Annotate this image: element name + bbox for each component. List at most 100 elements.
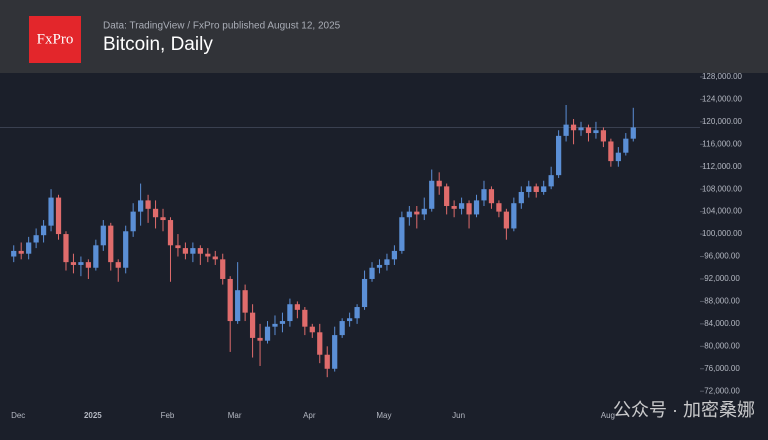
logo-box: [29, 16, 81, 63]
y-tick-label: 100,000.00: [702, 229, 743, 238]
candle-body: [130, 211, 136, 232]
candle-body: [585, 127, 592, 134]
candle-body: [615, 152, 621, 162]
y-tick-label: 108,000.00: [702, 184, 743, 193]
y-tick-label: 76,000.00: [704, 364, 740, 373]
candle-body: [93, 245, 99, 268]
y-tick-label: 128,000.00: [702, 72, 743, 81]
candle-body: [152, 208, 159, 218]
candle-body: [160, 217, 166, 221]
candle-body: [332, 335, 338, 369]
candle-body: [302, 309, 308, 327]
candle-body: [421, 208, 427, 215]
candle-body: [361, 278, 368, 308]
candle-body: [257, 337, 263, 341]
candle-body: [444, 186, 450, 207]
candle-body: [212, 256, 218, 260]
logo: FxPro: [37, 31, 74, 47]
candle-body: [78, 262, 84, 265]
candle-body: [436, 180, 442, 187]
x-tick-label: Dec: [11, 411, 25, 420]
candle-body: [11, 250, 17, 257]
candle-body: [391, 250, 398, 260]
candle-body: [279, 321, 286, 324]
candle-body: [324, 354, 330, 369]
candle-body: [533, 186, 539, 192]
candle-body: [354, 307, 360, 319]
y-tick-label: 112,000.00: [702, 162, 742, 171]
candle-body: [123, 231, 129, 268]
candle-body: [138, 200, 144, 212]
x-tick-label: Jun: [452, 411, 465, 420]
y-tick-label: 116,000.00: [702, 139, 742, 148]
candle-body: [406, 211, 412, 218]
candle-body: [63, 234, 69, 263]
y-tick-label: 124,000.00: [702, 94, 743, 103]
candle-body: [235, 290, 241, 322]
candle-body: [570, 124, 577, 131]
candle-body: [347, 318, 353, 322]
x-tick-label: Mar: [228, 411, 242, 420]
candle-body: [369, 267, 375, 279]
candle-body: [272, 323, 278, 327]
candle-body: [182, 248, 189, 254]
x-tick-label: 2025: [84, 411, 102, 420]
candle-body: [115, 262, 121, 268]
y-tick-label: 72,000.00: [704, 386, 740, 395]
x-tick-label: Aug: [601, 411, 615, 420]
candle-body: [608, 141, 614, 162]
candle-body: [593, 130, 599, 134]
candle-body: [481, 189, 487, 201]
y-tick-label: 104,000.00: [702, 207, 743, 216]
candle-body: [541, 186, 547, 192]
candle-body: [548, 175, 554, 187]
candle-body: [384, 259, 390, 265]
candle-body: [518, 191, 524, 204]
candle-body: [429, 180, 435, 209]
candle-body: [317, 332, 323, 355]
candle-body: [220, 259, 226, 279]
candle-body: [264, 326, 271, 341]
x-tick-label: May: [376, 411, 391, 420]
candle-body: [287, 304, 293, 322]
header: [0, 0, 768, 73]
candle-body: [175, 245, 181, 249]
candle-body: [55, 197, 62, 235]
candle-body: [376, 264, 383, 268]
y-tick-label: 96,000.00: [704, 252, 740, 261]
subtitle: Data: TradingView / FxPro published Augu…: [103, 21, 341, 32]
candle-body: [473, 200, 480, 215]
x-tick-label: Feb: [161, 411, 175, 420]
candle-body: [145, 200, 151, 209]
candle-body: [242, 290, 248, 313]
candle-body: [18, 250, 24, 254]
candle-body: [511, 203, 517, 229]
watermark: 公众号 · 加密桑娜: [613, 400, 755, 420]
candle-body: [197, 248, 203, 254]
candle-body: [339, 321, 345, 336]
candle-body: [496, 203, 502, 212]
y-tick-label: 80,000.00: [704, 341, 740, 350]
candle-body: [205, 253, 211, 257]
candle-body: [451, 206, 457, 209]
candle-body: [85, 262, 91, 268]
y-tick-label: 84,000.00: [704, 319, 740, 328]
candle-body: [309, 326, 315, 333]
y-tick-label: 92,000.00: [704, 274, 740, 283]
candle-body: [294, 304, 300, 310]
candle-body: [26, 242, 32, 254]
candle-body: [414, 211, 420, 215]
candle-body: [556, 135, 562, 176]
x-tick-label: Apr: [303, 411, 316, 420]
candle-body: [630, 127, 636, 139]
candle-body: [600, 130, 607, 142]
y-tick-label: 120,000.00: [702, 117, 743, 126]
candle-body: [40, 225, 47, 236]
candle-body: [623, 138, 629, 153]
candle-body: [458, 203, 465, 209]
y-tick-label: 88,000.00: [704, 297, 740, 306]
candle-body: [48, 197, 54, 226]
candle-body: [167, 220, 174, 246]
